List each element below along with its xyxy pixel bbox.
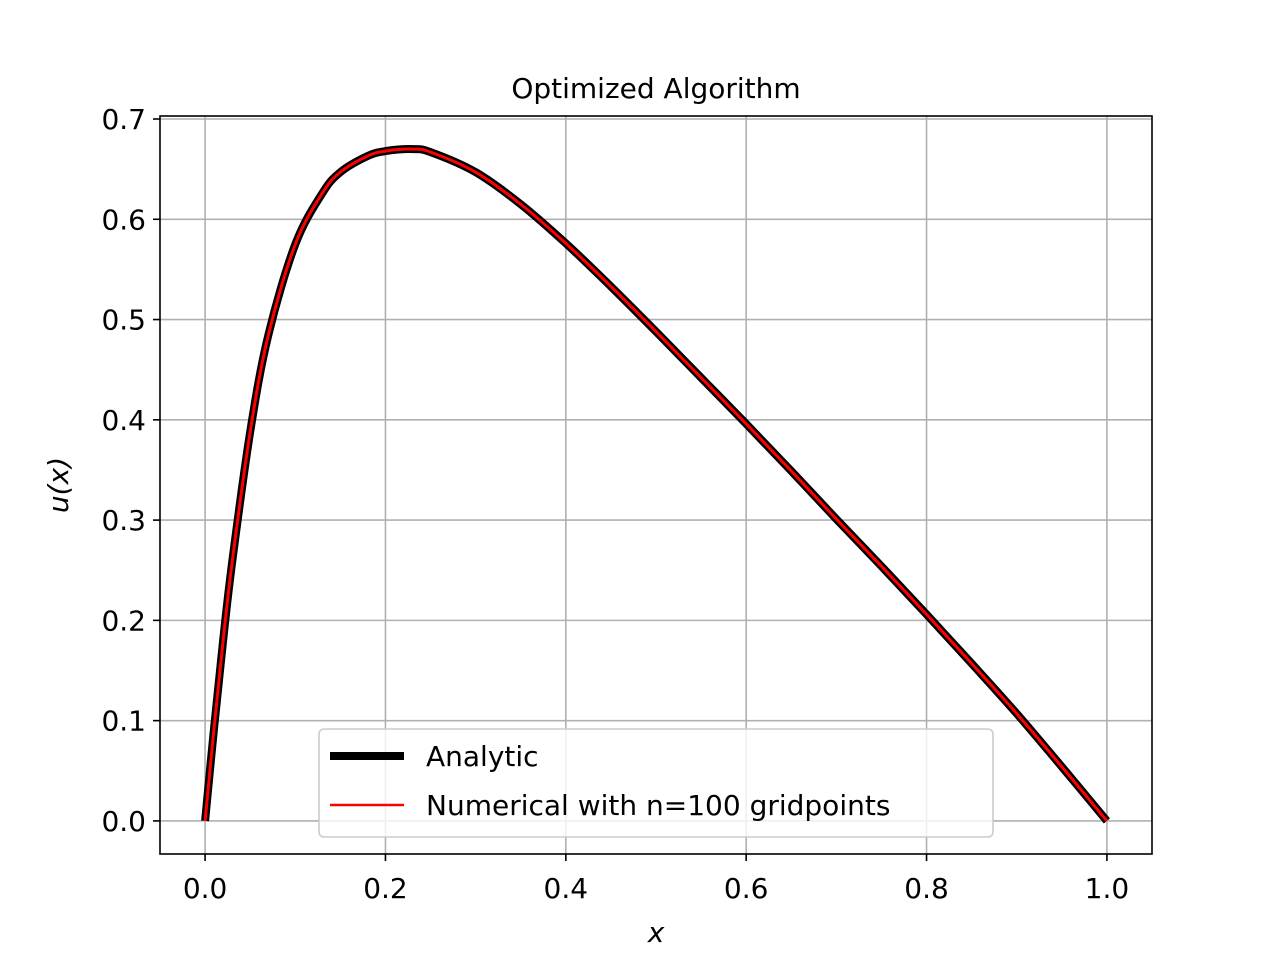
series-layer [201, 145, 1110, 824]
x-tick-label: 0.4 [544, 872, 589, 905]
y-tick-label: 0.6 [101, 203, 146, 236]
x-tick-label: 0.8 [904, 872, 949, 905]
x-tick-label: 0.2 [363, 872, 408, 905]
legend-label-numerical: Numerical with n=100 gridpoints [426, 789, 890, 822]
legend-box [318, 728, 994, 838]
y-tick-label: 0.7 [101, 103, 146, 136]
y-axis-label: u(x) [42, 457, 75, 513]
y-tick-label: 0.4 [101, 404, 146, 437]
x-tick-label: 1.0 [1085, 872, 1130, 905]
x-axis-label: x [647, 916, 665, 949]
x-axis: 0.0 0.2 0.4 0.6 0.8 1.0 [183, 854, 1129, 905]
y-tick-label: 0.5 [101, 304, 146, 337]
y-tick-label: 0.0 [101, 805, 146, 838]
y-axis: 0.0 0.1 0.2 0.3 0.4 0.5 0.6 0.7 [101, 103, 160, 838]
y-tick-label: 0.3 [101, 504, 146, 537]
legend: Analytic Numerical with n=100 gridpoints [318, 728, 994, 838]
x-tick-label: 0.0 [183, 872, 228, 905]
series-line-numerical [203, 147, 1109, 822]
legend-label-analytic: Analytic [426, 740, 539, 773]
chart-title: Optimized Algorithm [511, 72, 800, 105]
y-tick-label: 0.1 [101, 705, 146, 738]
y-tick-label: 0.2 [101, 604, 146, 637]
plot-frame [159, 115, 1153, 855]
x-tick-label: 0.6 [724, 872, 769, 905]
